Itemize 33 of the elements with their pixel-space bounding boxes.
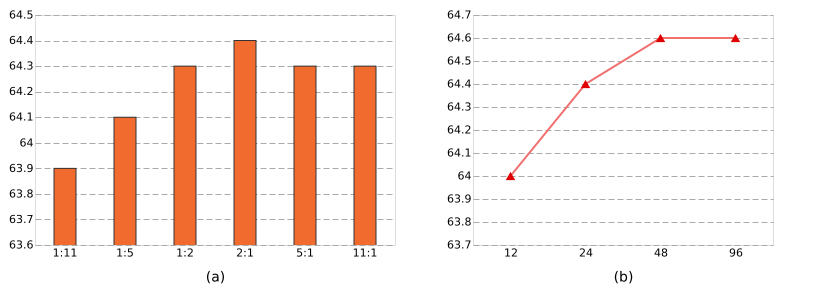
x-tick-label: 48 <box>654 246 668 260</box>
x-axis-title: (a) <box>206 270 226 286</box>
y-tick-label: 64.5 <box>9 8 34 22</box>
y-tick-label: 64.6 <box>447 32 472 44</box>
x-tick-label: 96 <box>729 246 743 260</box>
x-tick-label: 2:1 <box>236 246 254 260</box>
y-tick-label: 63.6 <box>9 238 34 252</box>
y-tick-label: 64.1 <box>447 146 472 160</box>
y-tick-label: 64.2 <box>9 85 34 98</box>
x-axis-title: (b) <box>614 270 634 286</box>
y-tick-label: 64.4 <box>9 34 34 48</box>
y-tick-label: 64.2 <box>447 124 472 136</box>
y-tick-label: 64.3 <box>9 60 34 73</box>
y-tick-label: 64.5 <box>447 54 472 68</box>
y-tick-label: 64 <box>458 170 472 182</box>
x-tick-label: 24 <box>579 246 593 260</box>
y-tick-label: 64.4 <box>447 78 472 90</box>
y-tick-label: 63.9 <box>447 192 472 206</box>
y-tick-label: 63.7 <box>9 212 34 226</box>
y-tick-label: 63.8 <box>9 187 34 200</box>
y-tick-label: 63.7 <box>447 238 472 252</box>
x-tick-label: 1:11 <box>52 246 78 260</box>
x-tick-label: 11:1 <box>352 246 378 260</box>
x-tick-label: 1:2 <box>176 246 194 260</box>
y-tick-label: 64 <box>20 136 34 150</box>
y-tick-label: 64.7 <box>447 8 472 22</box>
x-tick-label: 12 <box>504 246 518 260</box>
y-tick-label: 63.8 <box>447 216 472 228</box>
y-tick-label: 64.1 <box>9 110 34 124</box>
x-tick-label: 5:1 <box>296 246 314 260</box>
y-tick-label: 63.9 <box>9 162 34 175</box>
y-tick-label: 64.3 <box>447 100 472 114</box>
x-tick-label: 1:5 <box>116 246 134 260</box>
